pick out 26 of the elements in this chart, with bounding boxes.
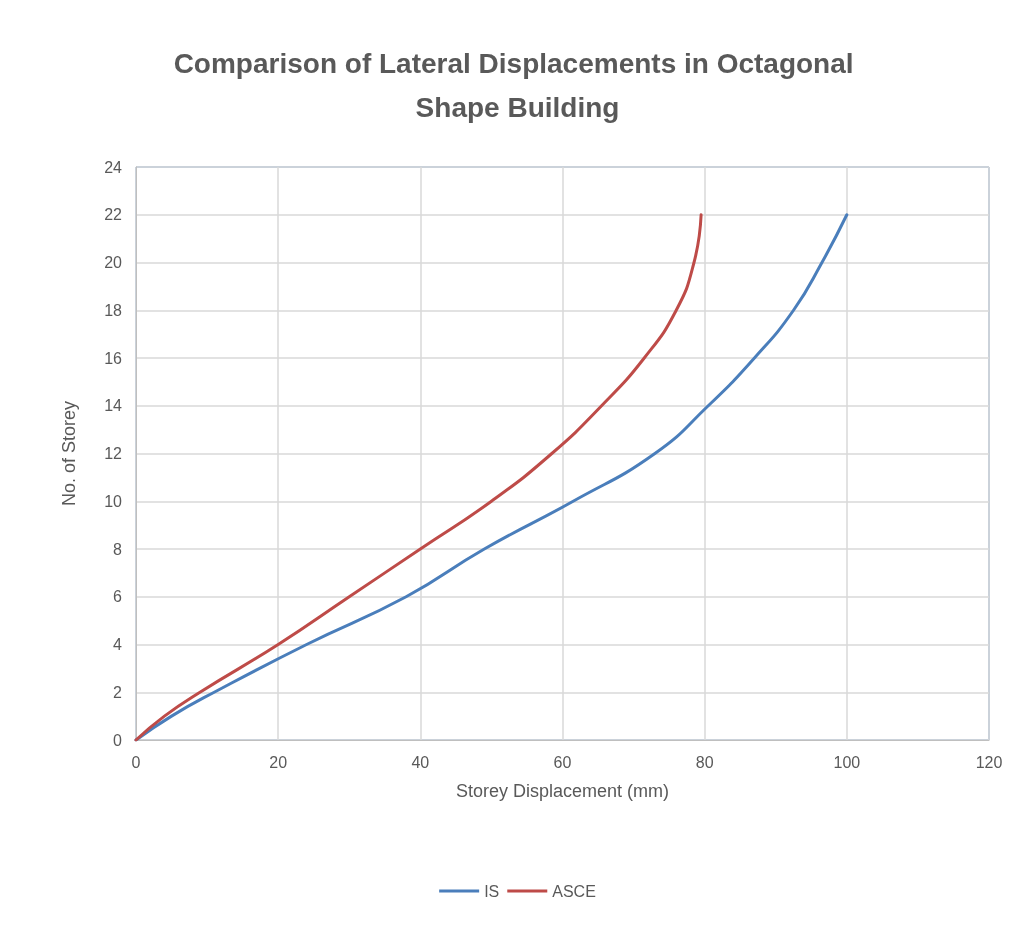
- y-tick-label: 10: [104, 492, 123, 510]
- y-tick-label: 24: [104, 158, 123, 176]
- x-tick-label: 40: [411, 753, 430, 771]
- legend-label: IS: [484, 882, 500, 900]
- y-tick-label: 8: [113, 540, 123, 558]
- chart-title: Comparison of Lateral Displacements in Octagonal Shape Building: [173, 47, 862, 123]
- y-tick-label: 20: [104, 254, 123, 271]
- y-tick-label: 16: [104, 349, 123, 367]
- y-tick-label: 4: [113, 636, 123, 653]
- x-tick-label: 20: [269, 753, 288, 771]
- x-tick-label: 100: [833, 753, 861, 771]
- x-tick-label: 0: [131, 753, 141, 771]
- y-tick-label: 0: [113, 731, 123, 749]
- y-tick-label: 6: [113, 588, 123, 606]
- y-tick-label: 14: [104, 397, 123, 415]
- x-tick-label: 80: [695, 753, 714, 771]
- y-axis-title: No. of Storey: [59, 400, 79, 507]
- legend-label: ASCE: [552, 882, 596, 900]
- line-series: [134, 213, 703, 742]
- x-axis-title: Storey Displacement (mm): [455, 781, 670, 801]
- y-tick-label: 18: [104, 301, 123, 319]
- y-tick-label: 22: [104, 206, 123, 224]
- x-tick-label: 120: [975, 753, 1003, 771]
- x-tick-label: 60: [553, 753, 572, 771]
- y-tick-label: 12: [104, 445, 123, 462]
- y-tick-label: 2: [113, 683, 123, 701]
